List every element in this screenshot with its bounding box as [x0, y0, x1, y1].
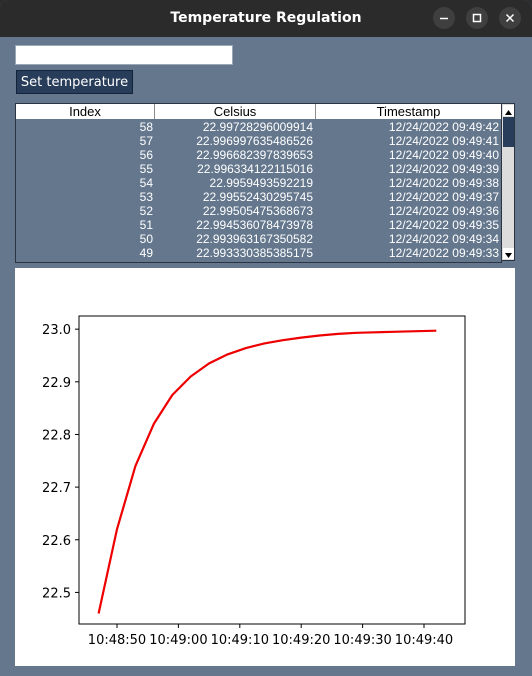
cell-index: 53 [139, 190, 153, 204]
x-tick-label: 10:48:50 [88, 633, 146, 648]
scroll-up-button[interactable] [503, 105, 514, 116]
table-row[interactable]: 52 22.99505475368673 12/24/2022 09:49:36 [16, 204, 501, 218]
cell-timestamp: 12/24/2022 09:49:35 [388, 218, 499, 232]
cell-index: 58 [139, 120, 153, 134]
cell-index: 51 [139, 218, 153, 232]
x-tick-label: 10:49:10 [211, 633, 269, 648]
minimize-icon [440, 17, 448, 20]
maximize-icon [472, 13, 482, 23]
plot-area: 22.5 22.6 22.7 22.8 22.9 23.0 10:48:50 10:49:00… [42, 315, 466, 648]
cell-timestamp: 12/24/2022 09:49:37 [388, 190, 499, 204]
y-tick-label: 22.6 [42, 534, 71, 549]
x-tick-label: 10:49:30 [333, 633, 391, 648]
cell-celsius: 22.99505475368673 [202, 204, 313, 218]
cell-timestamp: 12/24/2022 09:49:40 [388, 148, 499, 162]
cell-timestamp: 12/24/2022 09:49:39 [388, 162, 499, 176]
cell-celsius: 22.993963167350582 [196, 232, 313, 246]
cell-celsius: 22.993330385385175 [196, 246, 313, 260]
cell-celsius: 22.996997635486526 [196, 134, 313, 148]
cell-index: 54 [139, 176, 153, 190]
axes-frame [78, 315, 466, 625]
column-header-index[interactable]: Index [16, 104, 155, 119]
cell-celsius: 22.996334122115016 [197, 162, 313, 176]
y-tick-label: 22.7 [42, 481, 71, 496]
cell-index: 50 [139, 232, 153, 246]
cell-timestamp: 12/24/2022 09:49:38 [388, 176, 499, 190]
table-row[interactable]: 55 22.996334122115016 12/24/2022 09:49:3… [16, 162, 501, 176]
set-temperature-button[interactable]: Set temperature [16, 70, 133, 94]
y-tick-label: 22.8 [42, 428, 71, 443]
table-scrollbar[interactable] [501, 103, 515, 261]
table-row[interactable]: 56 22.996682397839653 12/24/2022 09:49:4… [16, 148, 501, 162]
cell-timestamp: 12/24/2022 09:49:41 [388, 134, 499, 148]
table-header: Index Celsius Timestamp [16, 104, 501, 119]
cell-index: 56 [139, 148, 153, 162]
title-bar[interactable]: Temperature Regulation [0, 0, 532, 37]
temperature-chart: 22.5 22.6 22.7 22.8 22.9 23.0 10:48:50 10:49:00… [42, 315, 466, 648]
table-row[interactable]: 49 22.993330385385175 12/24/2022 09:49:3… [16, 246, 501, 260]
arrow-up-icon [505, 110, 512, 115]
temperature-line [97, 329, 437, 614]
table-row[interactable]: 50 22.993963167350582 12/24/2022 09:49:3… [16, 232, 501, 246]
table-row[interactable]: 54 22.9959493592219 12/24/2022 09:49:38 [16, 176, 501, 190]
arrow-down-icon [505, 253, 512, 258]
cell-index: 52 [139, 204, 153, 218]
window-title: Temperature Regulation [170, 10, 362, 26]
y-tick-label: 22.5 [42, 586, 71, 601]
cell-index: 55 [139, 162, 153, 176]
table-row[interactable]: 58 22.99728296009914 12/24/2022 09:49:42 [16, 120, 501, 134]
cell-timestamp: 12/24/2022 09:49:42 [388, 120, 499, 134]
cell-celsius: 22.9959493592219 [209, 176, 313, 190]
cell-index: 49 [139, 246, 153, 260]
cell-timestamp: 12/24/2022 09:49:34 [388, 232, 499, 246]
scrollbar-thumb[interactable] [503, 117, 514, 147]
y-tick-label: 23.0 [42, 323, 71, 338]
table-row[interactable]: 57 22.996997635486526 12/24/2022 09:49:4… [16, 134, 501, 148]
plot-panel: 22.5 22.6 22.7 22.8 22.9 23.0 10:48:50 10:49:00… [15, 268, 515, 666]
scroll-down-button[interactable] [503, 248, 514, 259]
x-tick-label: 10:49:20 [272, 633, 330, 648]
cell-timestamp: 12/24/2022 09:49:33 [388, 246, 499, 260]
cell-index: 57 [139, 134, 153, 148]
cell-celsius: 22.994536078473978 [196, 218, 313, 232]
x-tick-label: 10:49:40 [395, 633, 453, 648]
close-icon [505, 13, 515, 23]
cell-celsius: 22.99552430295745 [202, 190, 313, 204]
column-header-timestamp[interactable]: Timestamp [376, 104, 441, 119]
table-body: 58 22.99728296009914 12/24/2022 09:49:42… [16, 120, 501, 260]
table-row[interactable]: 51 22.994536078473978 12/24/2022 09:49:3… [16, 218, 501, 232]
close-button[interactable] [499, 7, 521, 29]
temperature-input[interactable] [15, 45, 233, 65]
cell-timestamp: 12/24/2022 09:49:36 [388, 204, 499, 218]
minimize-button[interactable] [433, 7, 455, 29]
maximize-button[interactable] [466, 7, 488, 29]
column-header-celsius[interactable]: Celsius [155, 104, 316, 119]
table-row[interactable]: 53 22.99552430295745 12/24/2022 09:49:37 [16, 190, 501, 204]
y-tick-label: 22.9 [42, 376, 71, 391]
x-tick-label: 10:49:00 [149, 633, 207, 648]
cell-celsius: 22.996682397839653 [196, 148, 313, 162]
cell-celsius: 22.99728296009914 [202, 120, 313, 134]
readings-table: Index Celsius Timestamp 58 22.9972829600… [15, 103, 502, 263]
